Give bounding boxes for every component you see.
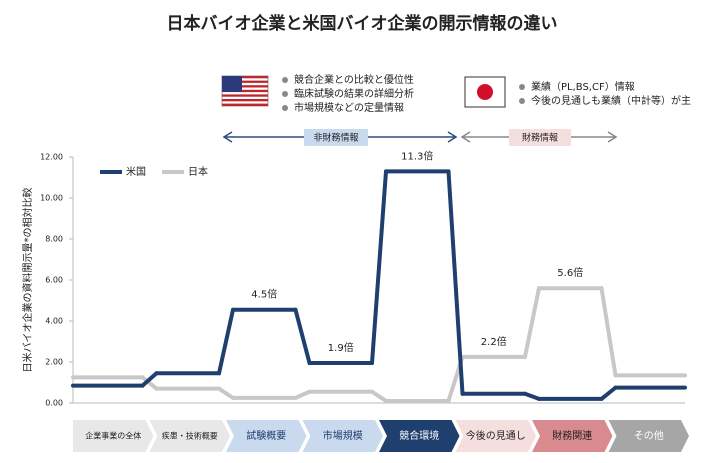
bullet [282,77,288,83]
y-tick-label: 8.00 [45,235,63,244]
step-connector [293,389,312,400]
category-chevron [149,420,230,452]
step-connector [446,169,465,396]
arrow-head [460,131,471,143]
category-chevron [379,420,460,452]
label-box [304,129,368,146]
step-connector [523,391,541,401]
bullet [519,84,525,90]
ratio-label: 2.2倍 [481,335,507,348]
arrow-head [447,131,458,143]
step-connector [140,375,159,391]
x-tick-label: その他 [634,429,664,442]
step-connector [523,286,541,359]
legend-label: 米国 [126,165,146,178]
category-chevron [532,420,613,452]
step-connector [217,307,235,376]
financial-label: 財務情報 [522,132,558,144]
x-tick-label: 疾患・技術概要 [162,431,218,441]
step-connector [599,385,618,401]
legend-label: 日本 [188,165,208,178]
step-connector [370,169,388,366]
ratio-label: 1.9倍 [328,341,354,354]
category-chevron [73,420,154,452]
y-axis-label: 日米バイオ企業の資料開示量*の相対比較 [21,188,34,373]
step-connector [217,386,235,400]
ratio-label: 4.5倍 [251,288,277,301]
arrow-head [607,131,618,143]
bullet [282,91,288,97]
step-connector [293,307,312,366]
jp-flag [464,76,506,108]
step-connector [599,286,618,378]
category-chevron [226,420,307,452]
y-tick-label: 12.00 [40,153,63,162]
x-tick-label: 競合環境 [399,429,439,442]
x-tick-label: 市場規模 [323,429,363,442]
us-note: 競合企業との比較と優位性 [294,73,414,86]
us-flag [221,75,269,107]
step-connector [370,389,388,403]
y-tick-label: 6.00 [45,276,63,285]
category-chevron [608,420,689,452]
ratio-label: 5.6倍 [557,266,583,279]
step-connector [140,371,159,388]
y-tick-label: 10.00 [40,194,63,203]
nonfinancial-label: 非財務情報 [313,132,358,144]
label-box [509,129,571,146]
y-tick-label: 0.00 [45,399,63,408]
y-tick-label: 4.00 [45,317,63,326]
category-chevron [302,420,383,452]
x-tick-label: 試験概要 [246,429,286,442]
ratio-label: 11.3倍 [401,149,433,162]
bullet [282,105,288,111]
x-tick-label: 今後の見通し [466,429,526,442]
y-tick-label: 2.00 [45,358,63,367]
category-chevron [455,420,536,452]
arrow-head [222,131,233,143]
x-tick-label: 財務関連 [552,429,592,442]
x-tick-label: 企業事業の全体 [85,431,141,441]
bullet [519,98,525,104]
us-note: 臨床試験の結果の詳細分析 [294,87,414,100]
us-note: 市場規模などの定量情報 [294,101,404,114]
jp-note: 今後の見通しも業績（中計等）が主 [531,94,691,107]
jp-note: 業績（PL,BS,CF）情報 [531,80,635,93]
chart-title: 日本バイオ企業と米国バイオ企業の開示情報の違い [167,13,558,34]
